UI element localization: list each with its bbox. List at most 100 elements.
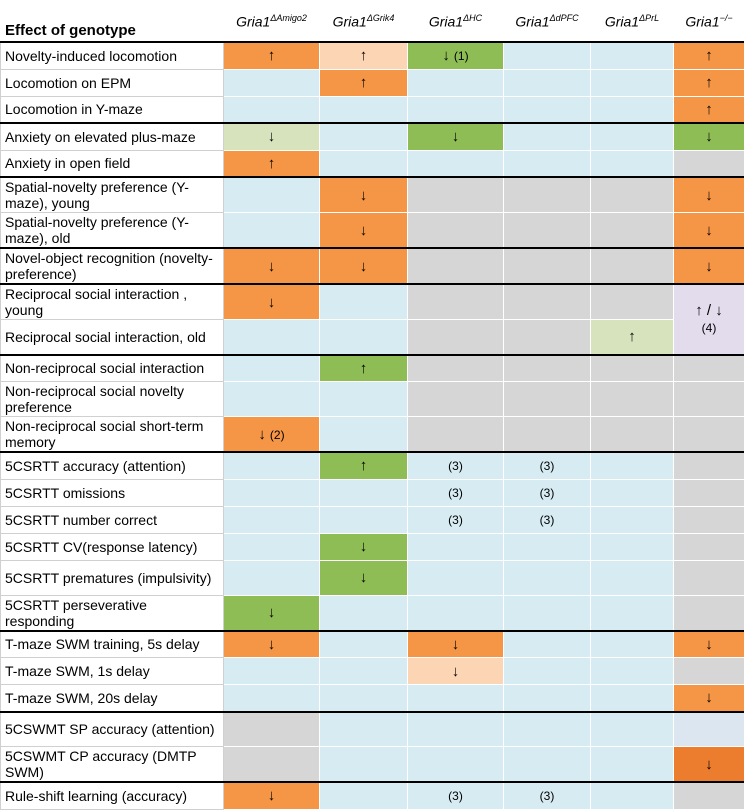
effect-cell <box>504 533 591 560</box>
effect-label: Locomotion in Y-maze <box>1 96 224 123</box>
effect-arrow: ↑ <box>360 360 368 377</box>
effect-cell: ↓ <box>674 747 744 783</box>
effect-cell: ↑ <box>591 320 674 355</box>
effect-cell <box>504 382 591 417</box>
effect-cell <box>504 42 591 69</box>
effect-cell <box>224 712 320 747</box>
effect-cell <box>591 150 674 177</box>
table-row: 5CSWMT SP accuracy (attention) <box>1 712 744 747</box>
effect-cell <box>408 382 504 417</box>
effect-cell <box>224 69 320 96</box>
effect-cell <box>224 533 320 560</box>
effect-cell <box>408 712 504 747</box>
effect-arrow: ↓ <box>705 258 713 275</box>
effect-cell: ↑ <box>320 42 408 69</box>
effect-cell <box>591 452 674 479</box>
effect-cell: ↑ <box>224 150 320 177</box>
effect-arrow: ↓ <box>268 294 276 311</box>
effect-label: 5CSRTT accuracy (attention) <box>1 452 224 479</box>
effect-cell <box>504 213 591 249</box>
effect-label: Novelty-induced locomotion <box>1 42 224 69</box>
effect-cell <box>224 177 320 213</box>
effect-label: T-maze SWM training, 5s delay <box>1 631 224 658</box>
effect-cell: ↓ <box>224 248 320 284</box>
effect-cell <box>408 560 504 595</box>
effect-arrow: ↓ <box>360 258 368 275</box>
effect-cell <box>504 150 591 177</box>
effect-cell <box>224 506 320 533</box>
footnote-marker: (3) <box>540 459 555 473</box>
effect-cell <box>591 96 674 123</box>
effect-cell <box>591 355 674 382</box>
effect-cell <box>320 96 408 123</box>
effect-cell <box>504 631 591 658</box>
effect-cell <box>504 177 591 213</box>
effect-cell <box>591 595 674 631</box>
effect-cell: ↓ <box>224 595 320 631</box>
effect-cell: ↓ <box>224 782 320 809</box>
effect-arrow: ↓ <box>360 538 368 555</box>
effect-cell <box>224 213 320 249</box>
table-row: Reciprocal social interaction, old ↑ <box>1 320 744 355</box>
effect-arrow: ↑ <box>360 47 368 64</box>
effect-label: Spatial-novelty preference (Y-maze), you… <box>1 177 224 213</box>
effect-cell: ↑ <box>674 42 744 69</box>
effect-label: 5CSWMT CP accuracy (DMTP SWM) <box>1 747 224 783</box>
effect-cell <box>674 560 744 595</box>
effect-arrow: ↓ <box>268 258 276 275</box>
effect-cell <box>320 595 408 631</box>
effect-cell <box>320 123 408 150</box>
effect-cell <box>504 747 591 783</box>
effect-arrow: ↓ <box>442 47 450 64</box>
effect-arrow: ↑ <box>628 328 636 345</box>
effect-arrow: ↓ <box>268 787 276 804</box>
effect-cell <box>224 685 320 712</box>
effect-label: Non-reciprocal social interaction <box>1 355 224 382</box>
effect-label: Novel-object recognition (novelty-prefer… <box>1 248 224 284</box>
table-row: Non-reciprocal social novelty preference <box>1 382 744 417</box>
effect-column-header: Effect of genotype <box>1 1 224 43</box>
table-row: Novelty-induced locomotion ↑ ↑ ↓(1) ↑ <box>1 42 744 69</box>
effect-cell <box>320 320 408 355</box>
effect-cell <box>408 248 504 284</box>
table-row: 5CSRTT perseverative responding↓ <box>1 595 744 631</box>
effect-cell <box>674 382 744 417</box>
effect-cell <box>504 69 591 96</box>
table-row: Reciprocal social interaction , young ↓ ↑ … <box>1 284 744 320</box>
table-row: 5CSRTT prematures (impulsivity)↓ <box>1 560 744 595</box>
header-row: Effect of genotype Gria1ΔAmigo2 Gria1ΔGr… <box>1 1 744 43</box>
effect-label: Reciprocal social interaction, old <box>1 320 224 355</box>
effect-arrow: ↑ <box>268 47 276 64</box>
effect-cell <box>591 533 674 560</box>
effect-cell <box>504 320 591 355</box>
effect-cell <box>320 685 408 712</box>
effect-arrow: ↑ <box>360 457 368 474</box>
effect-cell <box>408 150 504 177</box>
effect-cell <box>320 747 408 783</box>
table-row: Non-reciprocal social interaction ↑ <box>1 355 744 382</box>
effect-cell <box>591 658 674 685</box>
effect-label: T-maze SWM, 1s delay <box>1 658 224 685</box>
effect-cell: (3) <box>504 479 591 506</box>
effect-label: Anxiety in open field <box>1 150 224 177</box>
table-row: 5CSRTT omissions(3)(3) <box>1 479 744 506</box>
effect-arrow: ↓ <box>452 128 460 145</box>
footnote-marker: (4) <box>702 321 717 335</box>
effect-cell <box>408 533 504 560</box>
genotype-header-knockout: Gria1−/− <box>674 1 744 43</box>
effect-cell: ↓ <box>674 248 744 284</box>
footnote-marker: (3) <box>448 486 463 500</box>
effect-cell <box>591 177 674 213</box>
effect-cell <box>591 42 674 69</box>
effect-cell <box>591 747 674 783</box>
effect-cell: ↓ <box>320 177 408 213</box>
effect-label: Reciprocal social interaction , young <box>1 284 224 320</box>
effect-cell: ↑ <box>674 69 744 96</box>
table-row: T-maze SWM training, 5s delay↓↓↓ <box>1 631 744 658</box>
effect-cell <box>674 658 744 685</box>
effect-cell: ↓ <box>674 177 744 213</box>
effect-cell: ↓ <box>674 631 744 658</box>
table-row: Spatial-novelty preference (Y-maze), you… <box>1 177 744 213</box>
effect-arrow: ↑ / ↓ <box>695 302 723 319</box>
effect-cell: ↓(1) <box>408 42 504 69</box>
